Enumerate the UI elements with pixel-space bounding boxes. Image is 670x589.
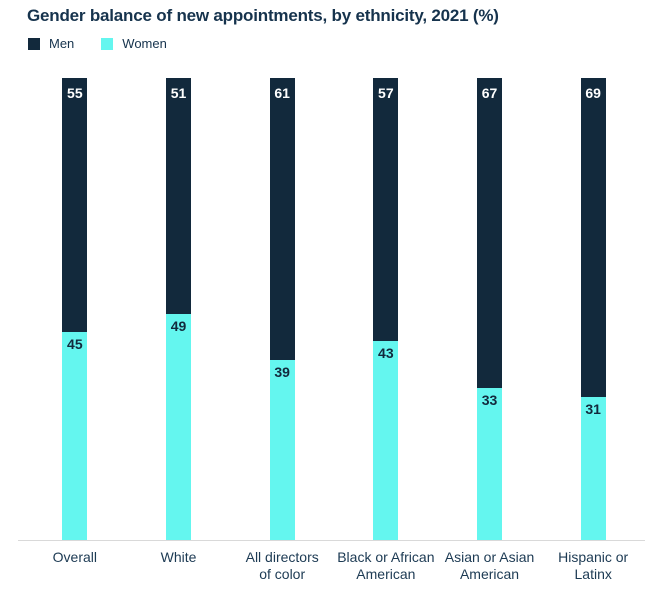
value-label: 49 [170, 317, 187, 334]
bar-segment-women: 33 [477, 387, 503, 540]
value-label: 57 [378, 85, 394, 101]
legend-label: Women [122, 36, 167, 51]
category-label: Asian or Asian American [444, 549, 535, 582]
stacked-bar: 67 33 [477, 78, 503, 540]
bar-segment-women: 43 [373, 341, 399, 540]
bar-segment-men: 55 [62, 78, 88, 333]
stacked-bar: 69 31 [580, 78, 606, 540]
legend-swatch-icon [101, 37, 114, 50]
value-label: 55 [67, 85, 83, 101]
value-label: 67 [481, 85, 498, 101]
legend-label: Men [49, 36, 75, 51]
value-label: 45 [67, 336, 83, 353]
category-labels: Overall White All directors of color Black … [23, 549, 645, 583]
bar-column: 51 49 [127, 78, 231, 540]
category-label: White [160, 549, 197, 565]
value-label: 33 [481, 391, 498, 408]
x-axis-line [18, 540, 645, 541]
bar-column: 55 45 [23, 78, 127, 540]
stacked-bar: 57 43 [373, 78, 399, 540]
legend-item-men: Men [28, 36, 74, 51]
chart-title: Gender balance of new appointments, by e… [27, 6, 499, 25]
value-label: 43 [378, 345, 394, 362]
bar-segment-men: 67 [477, 78, 503, 388]
value-label: 51 [170, 85, 187, 101]
bar-column: 57 43 [334, 78, 438, 540]
stacked-bar: 55 45 [62, 78, 88, 540]
bar-segment-men: 61 [269, 78, 295, 360]
bar-segment-women: 49 [166, 313, 191, 540]
bar-column: 61 39 [230, 78, 334, 540]
bar-segment-men: 69 [580, 78, 606, 397]
bar-column: 67 33 [438, 78, 542, 540]
value-label: 39 [274, 363, 290, 380]
stacked-bar: 51 49 [166, 78, 191, 540]
legend-item-women: Women [101, 36, 167, 51]
bar-segment-men: 51 [166, 78, 191, 314]
bar-segment-women: 39 [269, 359, 295, 540]
stacked-bar: 61 39 [269, 78, 295, 540]
value-label: 69 [585, 85, 601, 101]
bar-segment-women: 45 [62, 332, 88, 540]
plot-area: 55 45 51 49 61 39 57 43 67 33 69 31 [23, 78, 645, 540]
category-label: Black or African American [337, 549, 435, 582]
bar-segment-women: 31 [580, 396, 606, 540]
bar-column: 69 31 [541, 78, 645, 540]
category-label: Overall [52, 549, 98, 565]
value-label: 31 [585, 400, 601, 417]
category-label: Hispanic or Latinx [558, 549, 629, 582]
chart-legend: Men Women [28, 36, 167, 51]
category-label: All directors of color [245, 549, 319, 582]
legend-swatch-icon [28, 37, 40, 50]
value-label: 61 [274, 85, 290, 101]
bar-segment-men: 57 [373, 78, 399, 342]
